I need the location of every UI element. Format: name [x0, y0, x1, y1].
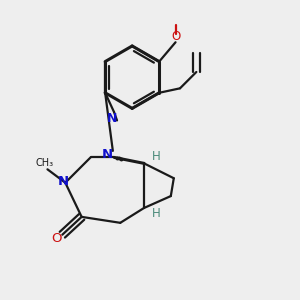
Text: N: N: [57, 175, 68, 188]
Text: CH₃: CH₃: [35, 158, 53, 168]
Text: O: O: [52, 232, 62, 245]
Text: O: O: [172, 30, 181, 44]
Text: N: N: [102, 148, 113, 161]
Text: H: H: [152, 207, 160, 220]
Text: H: H: [152, 150, 160, 163]
Text: N: N: [106, 112, 117, 125]
